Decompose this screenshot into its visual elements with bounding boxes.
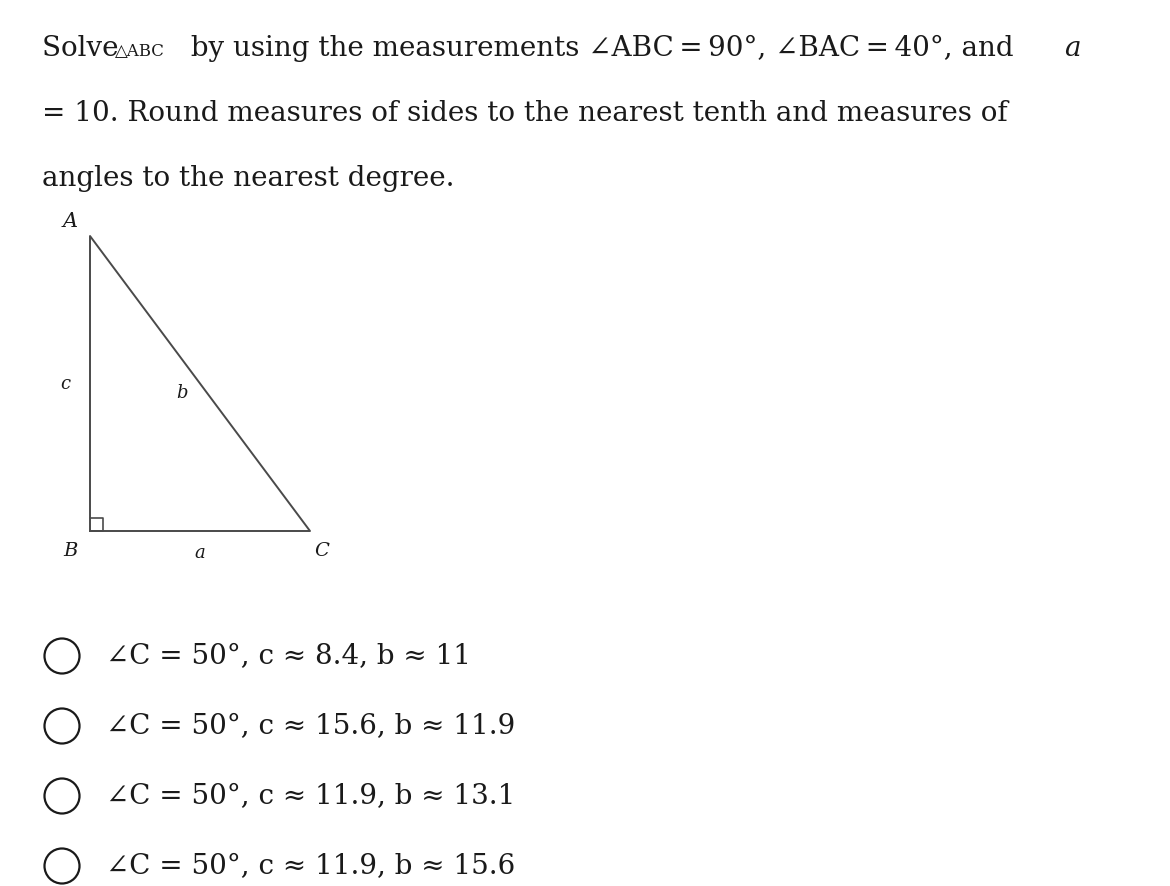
Text: ∠C = 50°, c ≈ 11.9, b ≈ 15.6: ∠C = 50°, c ≈ 11.9, b ≈ 15.6 [106, 852, 515, 880]
Text: B: B [63, 541, 77, 559]
Text: a: a [194, 543, 206, 562]
Text: ∠C = 50°, c ≈ 8.4, b ≈ 11: ∠C = 50°, c ≈ 8.4, b ≈ 11 [106, 642, 472, 670]
Text: △ABC: △ABC [115, 43, 165, 60]
Text: angles to the nearest degree.: angles to the nearest degree. [42, 165, 454, 191]
Text: = 10. Round measures of sides to the nearest tenth and measures of: = 10. Round measures of sides to the nea… [42, 100, 1007, 127]
Text: by using the measurements ∠ABC = 90°, ∠BAC = 40°, and: by using the measurements ∠ABC = 90°, ∠B… [183, 35, 1023, 62]
Text: ∠C = 50°, c ≈ 11.9, b ≈ 13.1: ∠C = 50°, c ≈ 11.9, b ≈ 13.1 [106, 782, 515, 810]
Text: C: C [315, 541, 330, 559]
Text: A: A [62, 212, 77, 230]
Text: a: a [1064, 35, 1081, 62]
Text: Solve: Solve [42, 35, 128, 62]
Text: b: b [177, 384, 188, 401]
Text: ∠C = 50°, c ≈ 15.6, b ≈ 11.9: ∠C = 50°, c ≈ 15.6, b ≈ 11.9 [106, 712, 515, 740]
Text: c: c [60, 375, 70, 393]
